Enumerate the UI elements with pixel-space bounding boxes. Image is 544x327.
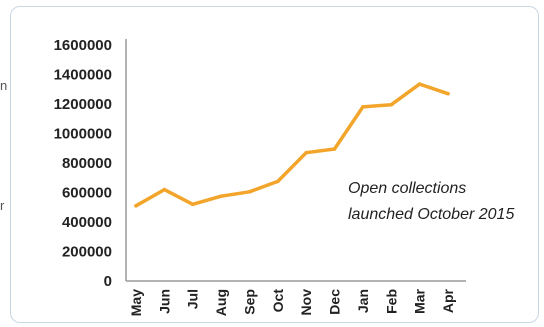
x-tick-label: Aug bbox=[213, 289, 229, 316]
data-point bbox=[162, 187, 167, 192]
x-tick-label: Dec bbox=[327, 289, 343, 315]
x-tick-label: Nov bbox=[298, 289, 314, 316]
y-axis-ticks: 1600000 1400000 1200000 1000000 800000 600000… bbox=[54, 37, 112, 290]
x-tick-label: Feb bbox=[383, 289, 399, 314]
x-tick-label: Mar bbox=[412, 288, 428, 313]
x-tick-label: May bbox=[128, 289, 144, 316]
x-tick-label: Jun bbox=[156, 289, 172, 314]
y-tick-label: 1600000 bbox=[54, 37, 112, 54]
x-axis-ticks: May Jun Jul Aug Sep Oct Nov Dec Jan Feb Mar Apr bbox=[128, 288, 456, 316]
y-tick-label: 0 bbox=[104, 273, 112, 290]
series-line bbox=[134, 82, 450, 208]
data-point bbox=[219, 194, 223, 198]
y-tick-label: 200000 bbox=[62, 244, 112, 261]
series-points bbox=[134, 82, 450, 208]
y-tick-label: 1400000 bbox=[54, 67, 112, 84]
x-tick-label: Apr bbox=[440, 288, 456, 313]
data-point bbox=[276, 179, 280, 184]
chart-frame bbox=[10, 6, 539, 323]
data-point bbox=[190, 202, 195, 207]
edge-fragment: n bbox=[0, 78, 8, 93]
x-tick-label: Jan bbox=[355, 289, 371, 313]
x-tick-label: Oct bbox=[270, 289, 286, 313]
y-tick-label: 1200000 bbox=[54, 96, 112, 113]
y-tick-label: 1000000 bbox=[54, 126, 112, 143]
data-point bbox=[389, 102, 394, 107]
data-point bbox=[304, 150, 308, 155]
data-point bbox=[446, 91, 450, 96]
data-point bbox=[361, 105, 365, 109]
y-tick-label: 600000 bbox=[62, 185, 112, 202]
edge-fragment: r bbox=[0, 198, 5, 213]
data-point bbox=[417, 82, 422, 86]
x-tick-label: Jul bbox=[185, 289, 201, 309]
annotation-line-1: Open collections bbox=[348, 180, 466, 197]
y-tick-label: 800000 bbox=[62, 155, 112, 172]
data-point bbox=[134, 203, 138, 208]
data-point bbox=[247, 189, 252, 194]
annotation-line-2: launched October 2015 bbox=[348, 206, 514, 223]
data-point bbox=[332, 147, 337, 151]
y-tick-label: 400000 bbox=[62, 214, 112, 231]
x-tick-label: Sep bbox=[241, 289, 257, 315]
